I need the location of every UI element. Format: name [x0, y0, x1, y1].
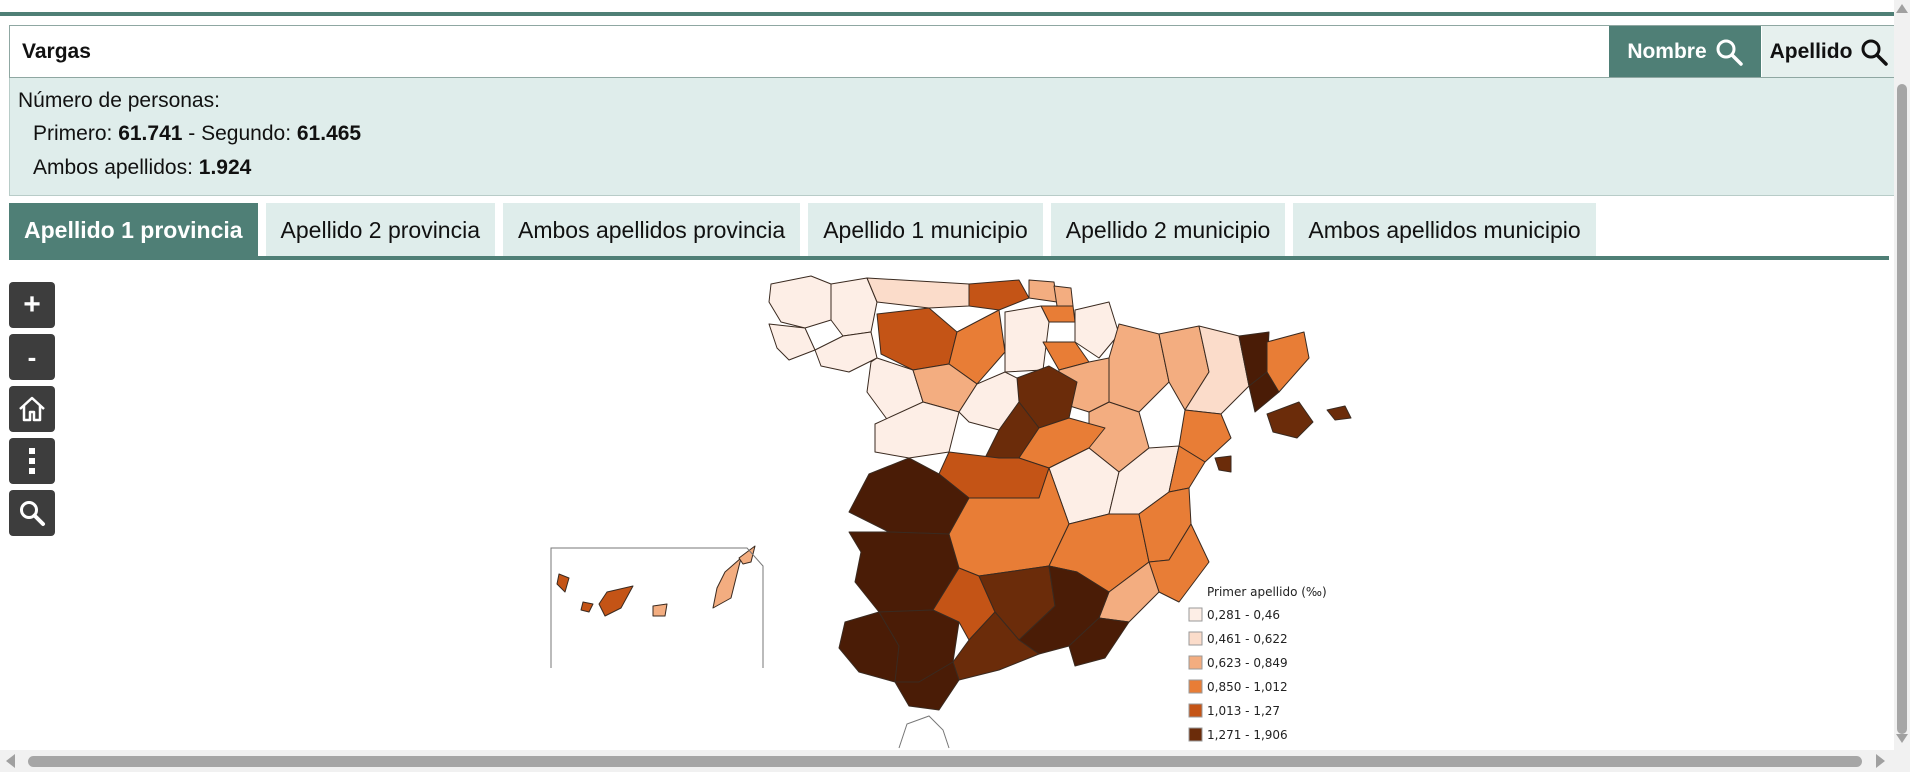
horizontal-scrollbar[interactable] [0, 750, 1910, 772]
legend-swatch [1188, 631, 1203, 646]
canary-inset-frame [550, 547, 764, 668]
province-region [1326, 405, 1352, 421]
scroll-right-arrow-icon[interactable] [1876, 754, 1885, 768]
province-region [1214, 455, 1232, 473]
more-options-button[interactable] [9, 438, 55, 484]
tab-ambos-apellidos-municipio[interactable]: Ambos apellidos municipio [1293, 203, 1596, 258]
search-by-surname-button[interactable]: Apellido [1762, 26, 1896, 77]
map-controls: + - [9, 282, 55, 536]
province-region [580, 601, 594, 613]
surname-search-input[interactable] [10, 26, 1607, 77]
top-accent-rule [0, 12, 1910, 16]
first-second-counts: Primero: 61.741 - Segundo: 61.465 [33, 122, 361, 146]
province-region [738, 545, 756, 565]
africa-coast-outline [898, 715, 950, 749]
scroll-left-arrow-icon[interactable] [6, 754, 15, 768]
map-search-button[interactable] [9, 490, 55, 536]
search-by-surname-label: Apellido [1769, 39, 1853, 63]
province-region [968, 279, 1030, 311]
search-by-name-label: Nombre [1627, 39, 1707, 63]
map-legend: Primer apellido (‰) 0,281 - 0,46 0,461 - … [1188, 585, 1327, 742]
province-region [1053, 285, 1074, 307]
province-region [952, 611, 1040, 681]
province-region [866, 277, 970, 309]
vertical-scroll-thumb[interactable] [1897, 84, 1907, 734]
province-region [1178, 409, 1232, 463]
province-region [894, 661, 960, 711]
search-icon [20, 501, 45, 526]
province-region [814, 331, 878, 373]
tab-apellido-2-provincia[interactable]: Apellido 2 provincia [265, 203, 495, 258]
province-region [768, 323, 816, 361]
search-by-name-button[interactable]: Nombre [1609, 26, 1761, 77]
tab-bar: Apellido 1 provincia Apellido 2 provinci… [9, 203, 1596, 258]
tab-apellido-2-municipio[interactable]: Apellido 2 municipio [1050, 203, 1286, 258]
province-region [948, 309, 1006, 385]
province-region [876, 307, 958, 371]
legend-swatch [1188, 607, 1203, 622]
province-region [1068, 617, 1130, 667]
province-region [1004, 305, 1050, 373]
province-region [768, 275, 832, 329]
both-surnames-count: Ambos apellidos: 1.924 [33, 156, 251, 180]
tab-apellido-1-municipio[interactable]: Apellido 1 municipio [808, 203, 1043, 258]
choropleth-map[interactable]: Primer apellido (‰) 0,281 - 0,46 0,461 - … [9, 262, 1889, 750]
province-region [1028, 279, 1058, 303]
second-value: 61.465 [296, 122, 362, 145]
legend-label: 0,623 - 0,849 [1207, 656, 1288, 670]
zoom-in-button[interactable]: + [9, 282, 55, 328]
legend-swatch [1188, 655, 1203, 670]
home-button[interactable] [9, 386, 55, 432]
search-bar: Nombre Apellido [9, 25, 1896, 78]
tab-bar-rule [9, 256, 1889, 260]
legend-label: 1,271 - 1,906 [1207, 728, 1288, 742]
first-value: 61.741 [118, 122, 183, 145]
tab-apellido-1-provincia[interactable]: Apellido 1 provincia [9, 203, 258, 258]
province-region [598, 585, 634, 617]
people-count-heading: Número de personas: [18, 89, 220, 112]
second-label: - Segundo: [188, 122, 292, 145]
map-viewer[interactable]: Primer apellido (‰) 0,281 - 0,46 0,461 - … [9, 262, 1889, 750]
province-region [556, 573, 570, 593]
province-region [1266, 331, 1310, 393]
province-region [1074, 301, 1120, 359]
search-icon [1716, 39, 1743, 66]
legend-label: 0,461 - 0,622 [1207, 632, 1288, 646]
vertical-ellipsis-icon [29, 448, 35, 474]
province-region [712, 557, 742, 609]
first-label: Primero: [33, 122, 113, 145]
legend-swatch [1188, 727, 1203, 742]
horizontal-scroll-thumb[interactable] [28, 756, 1862, 767]
minus-icon: - [27, 342, 37, 372]
legend-swatch [1188, 703, 1203, 718]
province-region [1266, 401, 1314, 439]
legend-swatch [1188, 679, 1203, 694]
vertical-scrollbar[interactable] [1894, 0, 1910, 750]
legend-label: 1,013 - 1,27 [1207, 704, 1280, 718]
people-count-panel: Número de personas: Primero: 61.741 - Se… [9, 78, 1896, 196]
legend-title: Primer apellido (‰) [1207, 585, 1327, 599]
scroll-up-arrow-icon[interactable] [1896, 4, 1908, 13]
tab-ambos-apellidos-provincia[interactable]: Ambos apellidos provincia [503, 203, 801, 258]
legend-label: 0,850 - 1,012 [1207, 680, 1288, 694]
legend-label: 0,281 - 0,46 [1207, 608, 1280, 622]
home-icon [19, 396, 45, 422]
zoom-out-button[interactable]: - [9, 334, 55, 380]
scroll-down-arrow-icon[interactable] [1896, 734, 1908, 743]
plus-icon: + [23, 288, 41, 321]
province-region [652, 603, 668, 617]
both-label: Ambos apellidos: [33, 156, 193, 179]
both-value: 1.924 [198, 156, 252, 179]
search-icon [1861, 39, 1889, 66]
